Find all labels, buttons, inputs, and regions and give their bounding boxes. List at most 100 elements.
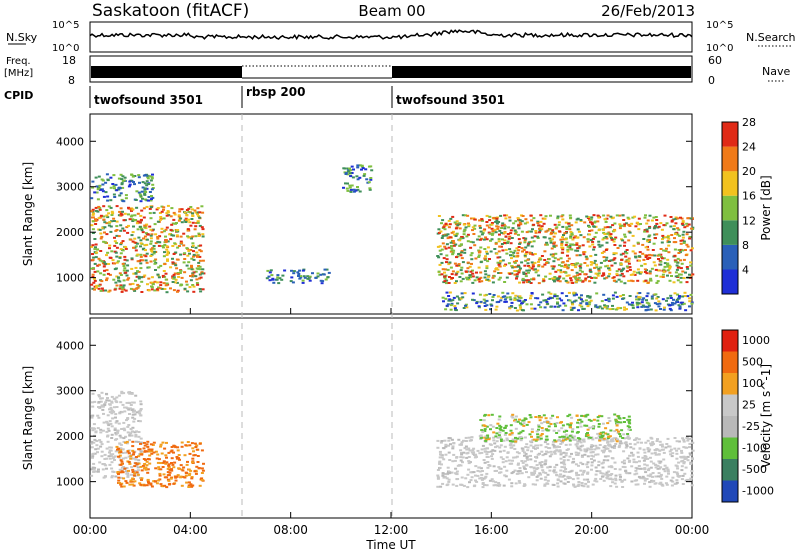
range-cell (645, 228, 649, 231)
range-cell (499, 438, 503, 441)
range-cell (546, 421, 550, 424)
range-cell (685, 243, 689, 246)
range-cell (189, 279, 193, 282)
range-cell (677, 461, 681, 464)
range-cell (147, 448, 151, 451)
range-cell (590, 216, 594, 219)
range-cell (473, 227, 477, 230)
range-cell (633, 473, 637, 476)
range-cell (106, 397, 109, 399)
range-cell (459, 254, 463, 257)
range-cell (596, 220, 600, 223)
range-cell (672, 298, 675, 301)
range-cell (456, 464, 460, 467)
range-cell (145, 464, 149, 467)
range-cell (575, 218, 579, 221)
range-cell (102, 240, 106, 243)
range-cell (460, 292, 464, 295)
range-cell (491, 299, 494, 302)
range-cell (451, 253, 455, 256)
range-cell (533, 460, 537, 463)
range-cell (510, 257, 513, 260)
range-cell (171, 261, 175, 264)
range-cell (523, 264, 527, 267)
range-cell (121, 175, 125, 178)
range-cell (160, 227, 164, 230)
range-cell (125, 467, 129, 469)
range-cell (201, 235, 205, 238)
range-cell (139, 414, 143, 417)
range-cell (607, 435, 611, 438)
range-cell (102, 421, 106, 424)
range-cell (654, 453, 658, 456)
range-cell (668, 265, 672, 268)
range-cell (600, 300, 604, 303)
range-cell (625, 249, 629, 251)
range-cell (691, 273, 695, 276)
range-cell (637, 302, 641, 305)
range-cell (436, 474, 440, 477)
range-cell (107, 429, 111, 432)
range-cell (536, 433, 540, 436)
range-cell (553, 276, 557, 278)
range-cell (125, 481, 129, 484)
power-colorbar-tick: 28 (742, 116, 756, 129)
range-cell (557, 264, 561, 267)
range-cell (688, 273, 691, 276)
range-cell (182, 244, 186, 247)
range-cell (535, 479, 539, 482)
range-cell (137, 277, 141, 280)
range-cell (495, 217, 499, 220)
range-cell (117, 422, 121, 425)
range-cell (188, 444, 192, 447)
range-cell (91, 216, 94, 219)
range-cell (159, 284, 163, 287)
range-cell (439, 453, 443, 456)
range-cell (143, 274, 147, 277)
range-cell (144, 174, 148, 177)
range-cell (119, 229, 123, 232)
range-cell (471, 298, 474, 301)
range-cell (613, 430, 617, 433)
range-cell (167, 483, 171, 486)
range-cell (148, 191, 152, 193)
range-cell (196, 213, 199, 216)
range-cell (577, 481, 581, 483)
range-cell (519, 439, 523, 442)
range-cell (115, 275, 119, 278)
range-cell (589, 255, 593, 258)
range-cell (662, 224, 666, 227)
range-cell (545, 438, 549, 441)
range-cell (108, 403, 112, 406)
range-cell (447, 246, 451, 249)
range-cell (650, 295, 654, 298)
range-cell (197, 235, 201, 237)
range-cell (662, 308, 666, 311)
range-cell (174, 475, 178, 478)
range-cell (469, 276, 473, 279)
range-cell (600, 274, 604, 277)
range-cell (532, 445, 536, 448)
range-cell (679, 239, 683, 242)
range-cell (572, 236, 576, 239)
range-cell (552, 265, 556, 268)
range-cell (154, 242, 158, 245)
x-tick-label: 00:00 (73, 523, 108, 537)
power-colorbar-tick: 16 (742, 190, 756, 203)
range-cell (131, 440, 135, 443)
range-cell (486, 260, 490, 263)
range-cell (139, 465, 143, 468)
range-cell (327, 271, 331, 274)
freq-panel: Freq. [MHz] 18 8 60 0 Nave (4, 54, 790, 87)
range-cell (113, 459, 116, 461)
range-cell (99, 441, 103, 444)
range-cell (643, 463, 647, 466)
range-cell (104, 181, 108, 184)
velocity-ylabel: Slant Range [km] (21, 366, 35, 470)
range-cell (571, 307, 575, 310)
range-cell (549, 305, 553, 308)
range-cell (590, 461, 594, 464)
range-cell (560, 299, 564, 302)
range-cell (608, 234, 612, 237)
range-cell (176, 446, 180, 449)
